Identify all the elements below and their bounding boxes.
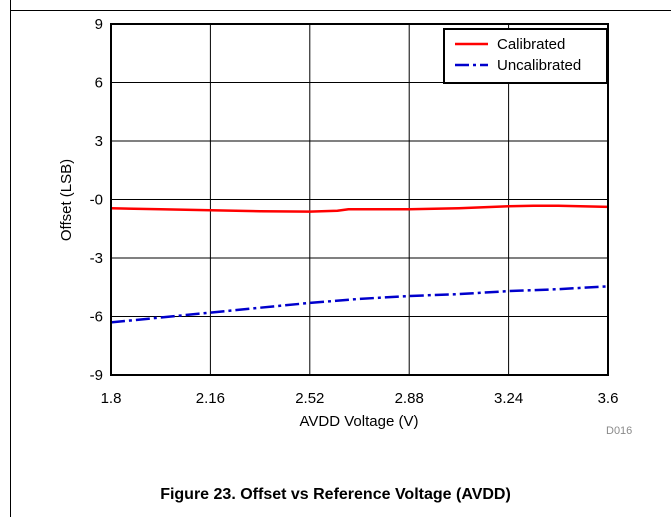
figure-code: D016: [606, 425, 632, 437]
plot-border: [110, 23, 609, 376]
y-tick-label: 6: [95, 75, 103, 92]
x-tick-label: 2.16: [196, 390, 225, 407]
y-tick-label: -6: [90, 309, 103, 326]
series-line-calibrated: [110, 204, 609, 213]
y-tick-labels: -9 -6 -3 -0 3 6 9: [90, 16, 103, 384]
frame-border-left: [10, 0, 11, 517]
grid: [111, 24, 608, 375]
frame-border-top: [10, 10, 671, 11]
x-tick-label: 2.88: [395, 390, 424, 407]
x-tick-labels: 1.8 2.16 2.52 2.88 3.24 3.6: [101, 390, 619, 407]
x-tick-label: 3.6: [598, 390, 619, 407]
series-lines: [110, 204, 609, 324]
y-tick-label: -9: [90, 367, 103, 384]
figure-caption: Figure 23. Offset vs Reference Voltage (…: [160, 486, 511, 503]
legend-label-uncalibrated: Uncalibrated: [497, 57, 581, 74]
x-axis-title: AVDD Voltage (V): [300, 413, 419, 430]
legend: Calibrated Uncalibrated: [443, 28, 608, 84]
legend-label-calibrated: Calibrated: [497, 36, 565, 53]
legend-box: [443, 28, 608, 84]
y-tick-label: -0: [90, 192, 103, 209]
x-tick-label: 1.8: [101, 390, 122, 407]
y-tick-label: 3: [95, 133, 103, 150]
x-tick-label: 2.52: [295, 390, 324, 407]
offset-vs-avdd-chart: 1.8 2.16 2.52 2.88 3.24 3.6 -9 -6 -3 -0 3 6 9 AVDD …: [58, 16, 632, 437]
x-tick-label: 3.24: [494, 390, 523, 407]
series-line-uncalibrated: [110, 285, 609, 324]
y-tick-label: -3: [90, 250, 103, 267]
y-axis-title: Offset (LSB): [58, 159, 75, 241]
y-tick-label: 9: [95, 16, 103, 33]
